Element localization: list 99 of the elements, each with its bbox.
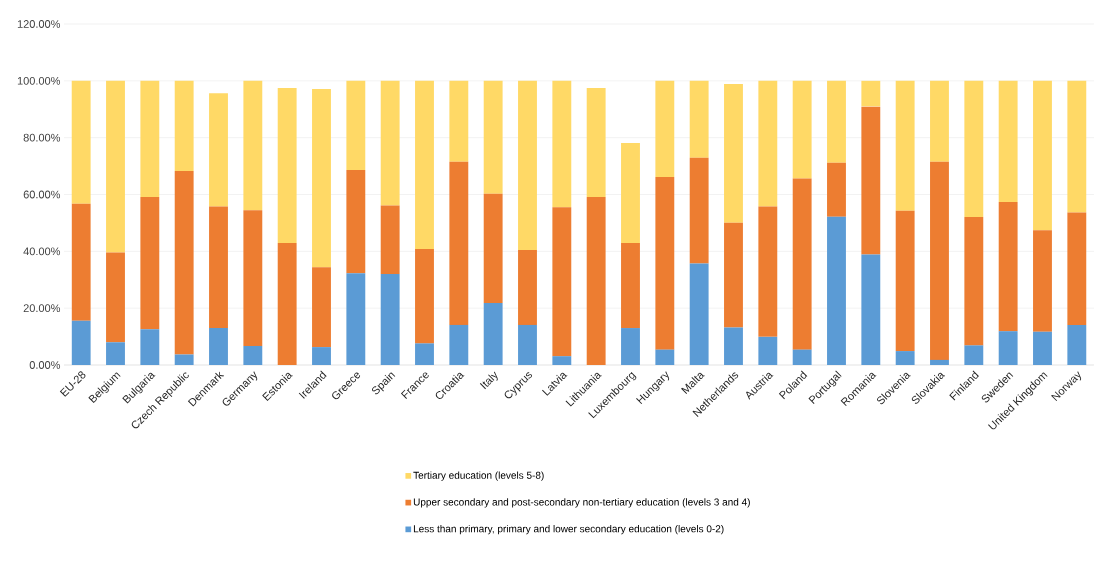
bar [106, 80, 125, 253]
bar [312, 347, 331, 365]
bar [71, 320, 91, 365]
bar [552, 207, 572, 357]
bar [552, 80, 572, 208]
bar [998, 331, 1018, 365]
bar [483, 193, 503, 304]
bar [277, 243, 297, 365]
bar [140, 329, 160, 365]
bar [621, 328, 640, 365]
bar [243, 345, 263, 365]
bar [964, 216, 984, 346]
bar [724, 327, 743, 365]
bar [861, 254, 881, 365]
bar [827, 80, 846, 163]
bar [174, 80, 194, 171]
bar [243, 210, 263, 346]
bar [346, 80, 366, 171]
y-tick-label: 0.00% [29, 361, 61, 369]
bar [518, 249, 537, 325]
bar [655, 80, 675, 177]
bar [1033, 230, 1052, 332]
bar [655, 349, 675, 365]
bar [140, 80, 160, 198]
bar [518, 324, 537, 365]
bar [346, 273, 366, 365]
bar [380, 80, 400, 206]
bar [415, 343, 434, 365]
bar [758, 206, 778, 337]
bar [277, 87, 297, 244]
bar [380, 274, 400, 365]
bar [689, 157, 709, 264]
bar [518, 80, 537, 250]
legend-label: Tertiary education (levels 5-8) [413, 471, 544, 481]
bar [71, 80, 91, 204]
bar [827, 216, 846, 365]
bar [998, 80, 1018, 202]
bar [792, 349, 812, 365]
bar [758, 336, 778, 365]
bar [930, 80, 949, 162]
bar [861, 80, 881, 107]
bar [621, 243, 640, 329]
bar [140, 197, 160, 330]
y-tick-label: 20.00% [23, 304, 61, 313]
bar [758, 80, 778, 207]
bar [998, 201, 1018, 332]
bar [209, 206, 228, 329]
legend-label: Upper secondary and post-secondary non-tertiary education (levels 3 and 4) [413, 498, 750, 508]
bar [655, 176, 675, 350]
bar [106, 342, 125, 365]
bar [415, 249, 434, 344]
bar [312, 267, 331, 348]
bar [724, 222, 743, 328]
bar [930, 359, 949, 365]
bar [415, 80, 434, 250]
y-tick-label: 100.00% [17, 76, 61, 85]
bar [621, 143, 640, 244]
bar [209, 328, 228, 365]
bar [312, 89, 331, 268]
y-tick-label: 40.00% [23, 247, 61, 256]
bar [174, 170, 194, 355]
bar [724, 83, 743, 223]
bar [71, 203, 91, 321]
bar [1033, 331, 1052, 365]
bar [1067, 324, 1087, 365]
y-tick-label: 120.00% [17, 20, 61, 28]
bar [792, 178, 812, 350]
x-tick-label: Italy [479, 371, 498, 390]
bar [1067, 212, 1087, 325]
legend-label: Less than primary, primary and lower secondary education (levels 0-2) [413, 525, 724, 535]
bar [483, 303, 503, 365]
bar [346, 170, 366, 274]
bar [861, 106, 881, 255]
bar [792, 80, 812, 179]
bar [689, 263, 709, 365]
bar [586, 197, 606, 365]
bar [1067, 80, 1087, 213]
bar [964, 345, 984, 365]
bar [380, 205, 400, 275]
bar [1033, 80, 1052, 231]
bar [209, 93, 228, 207]
bar [174, 354, 194, 365]
bar [827, 162, 846, 217]
y-tick-label: 80.00% [23, 133, 61, 142]
bar [449, 161, 469, 325]
bar [449, 80, 469, 162]
bar [689, 80, 709, 158]
bar [552, 356, 572, 365]
bar [483, 80, 503, 194]
bar [895, 351, 915, 365]
bar [964, 80, 984, 217]
y-tick-label: 60.00% [23, 190, 61, 199]
bar [895, 80, 915, 211]
bar [449, 324, 469, 365]
bar [895, 210, 915, 352]
bar [930, 161, 949, 360]
bar [243, 80, 263, 211]
bar [586, 87, 606, 198]
bar [106, 252, 125, 343]
